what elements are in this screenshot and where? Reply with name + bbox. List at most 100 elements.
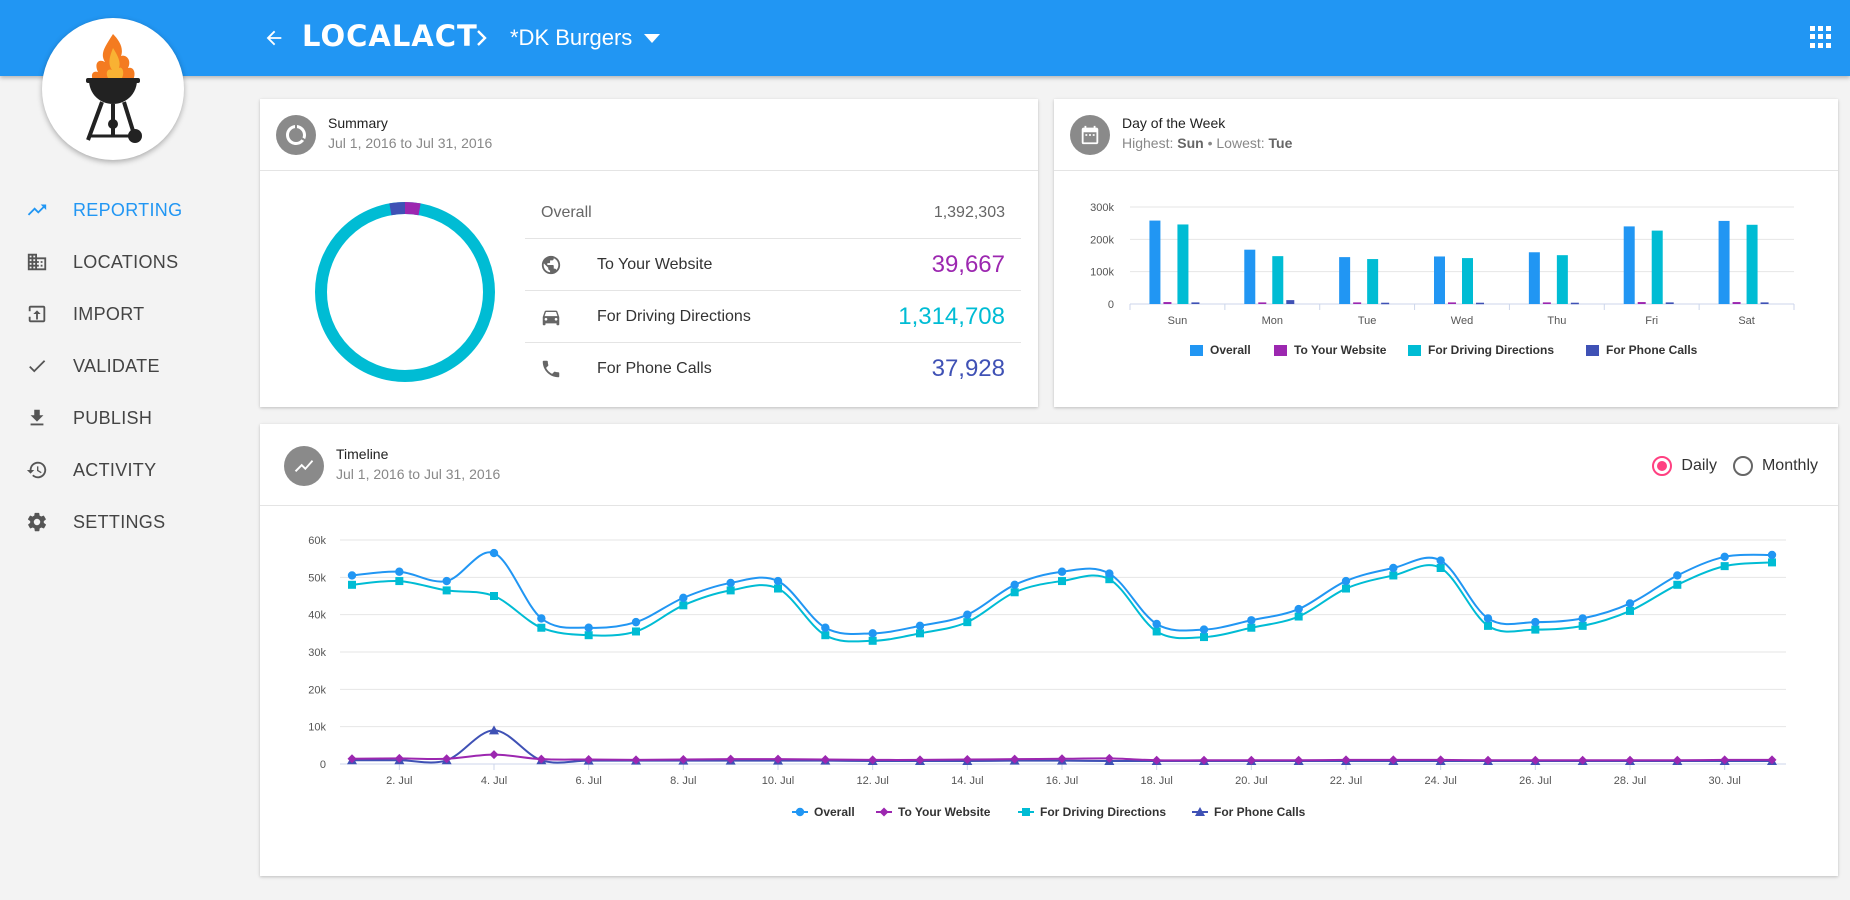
legend-label: For Phone Calls <box>1214 805 1306 819</box>
import-icon <box>25 302 49 326</box>
data-point <box>1720 755 1730 765</box>
data-point <box>1483 755 1493 765</box>
bar <box>1434 256 1445 304</box>
x-tick-label: 30. Jul <box>1708 775 1740 787</box>
caret-down-icon <box>644 33 661 43</box>
sidebar-item-import[interactable]: IMPORT <box>0 288 240 340</box>
data-point <box>1010 588 1019 597</box>
data-point <box>348 580 356 589</box>
data-point <box>347 754 357 764</box>
legend-label: For Driving Directions <box>1428 343 1554 357</box>
data-point <box>442 576 451 586</box>
x-tick-label: Thu <box>1547 315 1566 327</box>
back-button[interactable] <box>258 22 290 54</box>
data-point <box>1247 616 1256 625</box>
sidebar-item-publish[interactable]: PUBLISH <box>0 392 240 444</box>
data-point <box>489 725 499 735</box>
location-dropdown[interactable]: *DK Burgers <box>510 20 661 56</box>
bar <box>1462 258 1473 304</box>
lowest-label: Lowest: <box>1216 135 1265 151</box>
data-point <box>1436 564 1445 572</box>
day-of-week-card: Day of the Week Highest: Sun • Lowest: T… <box>1054 99 1838 407</box>
data-point <box>821 623 830 632</box>
daily-radio[interactable]: Daily <box>1652 456 1717 476</box>
building-icon <box>25 250 49 274</box>
bar <box>1339 257 1351 304</box>
series-overall <box>347 548 1777 638</box>
data-point <box>394 753 404 763</box>
data-point <box>820 755 830 765</box>
series-to-your-website <box>347 750 1777 765</box>
trending-up-icon <box>25 198 49 222</box>
x-tick-label: 10. Jul <box>762 775 794 787</box>
data-point <box>963 610 972 619</box>
data-point <box>1199 625 1209 634</box>
bar <box>1542 302 1551 304</box>
data-point <box>1436 556 1445 565</box>
x-tick-label: 24. Jul <box>1424 775 1456 787</box>
sidebar-item-reporting[interactable]: REPORTING <box>0 184 240 236</box>
stat-value: 1,392,303 <box>933 204 1005 221</box>
monthly-radio[interactable]: Monthly <box>1732 456 1818 476</box>
radio-checked-icon <box>1652 456 1673 476</box>
check-icon <box>25 354 49 378</box>
sidebar-item-locations[interactable]: LOCATIONS <box>0 236 240 288</box>
legend-label: To Your Website <box>898 805 991 819</box>
legend-swatch <box>1586 345 1599 356</box>
data-point <box>1720 552 1729 561</box>
data-point <box>1484 621 1492 630</box>
data-point <box>1010 754 1020 764</box>
history-icon <box>25 458 49 482</box>
y-tick-label: 0 <box>1108 299 1114 311</box>
sidebar-item-label: LOCATIONS <box>73 251 179 272</box>
data-point <box>868 629 877 638</box>
gear-icon <box>25 510 49 534</box>
sidebar-item-validate[interactable]: VALIDATE <box>0 340 240 392</box>
bar <box>1651 230 1663 304</box>
data-point <box>1483 614 1493 623</box>
trend-line-icon <box>284 446 324 486</box>
donut-slice-phone <box>389 202 406 216</box>
sidebar-item-settings[interactable]: SETTINGS <box>0 496 240 548</box>
data-point <box>1057 567 1067 576</box>
donut-icon <box>276 115 316 155</box>
day-of-week-bar-chart: 0 100k 200k 300k Sun Mon Tue Wed Thu Fri Sat Overal… <box>1090 202 1795 357</box>
data-point <box>1294 755 1304 765</box>
legend-swatch <box>1408 345 1421 356</box>
data-point <box>1626 606 1634 615</box>
y-tick-label: 0 <box>320 759 326 771</box>
brand-logo[interactable]: LOCALACT <box>302 19 478 53</box>
legend-swatch <box>1190 345 1203 356</box>
stat-label: Overall <box>541 204 592 221</box>
series-for-driving-directions <box>348 558 1776 645</box>
card-title: Summary <box>328 115 388 131</box>
bar <box>1556 255 1568 304</box>
stat-value: 37,928 <box>931 355 1005 382</box>
bar <box>1177 224 1189 304</box>
data-point <box>916 629 924 638</box>
data-point <box>442 754 452 764</box>
legend-item: For Phone Calls <box>1192 805 1306 819</box>
business-logo <box>42 18 184 160</box>
data-point <box>1767 755 1777 765</box>
apps-grid-button[interactable] <box>1810 26 1832 48</box>
data-point <box>537 623 546 632</box>
download-icon <box>25 406 49 430</box>
stat-value: 1,314,708 <box>898 303 1005 330</box>
data-point <box>1578 621 1587 630</box>
card-title: Day of the Week <box>1122 115 1226 131</box>
data-point <box>726 586 735 595</box>
x-tick-label: 12. Jul <box>856 775 888 787</box>
separator-dot: • <box>1207 135 1213 151</box>
timeline-line-chart: 0 10k 20k 30k 40k 50k 60k 2. Jul 4. Jul 6. Jul 8. … <box>308 535 1786 819</box>
data-point <box>795 807 805 817</box>
date-range: Jul 1, 2016 to Jul 31, 2016 <box>336 466 501 482</box>
data-point <box>1625 599 1635 608</box>
x-tick-label: 6. Jul <box>576 775 602 787</box>
sidebar-item-activity[interactable]: ACTIVITY <box>0 444 240 496</box>
x-tick-label: Sat <box>1738 315 1755 327</box>
bar <box>1353 302 1362 304</box>
data-point <box>489 548 499 558</box>
bar <box>1191 302 1200 304</box>
data-point <box>537 614 546 623</box>
